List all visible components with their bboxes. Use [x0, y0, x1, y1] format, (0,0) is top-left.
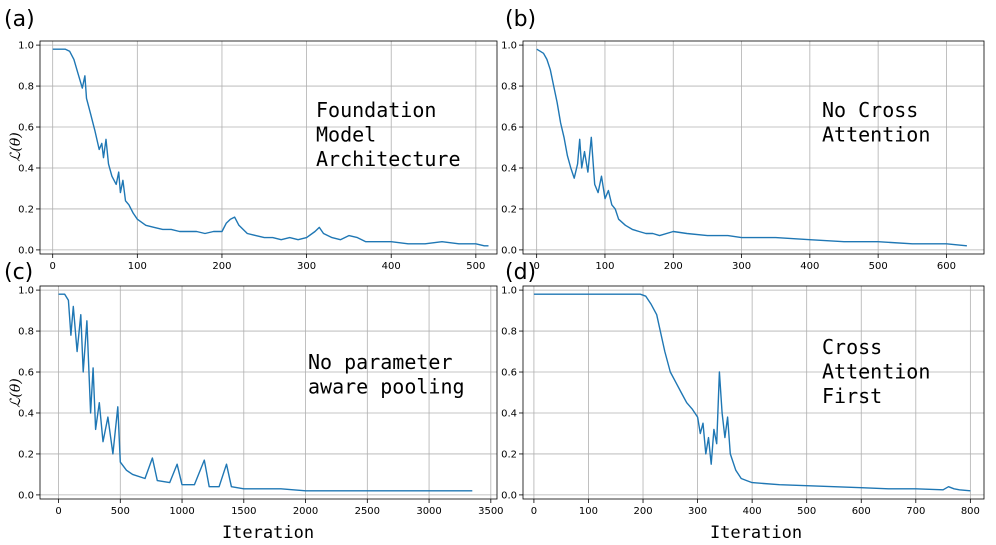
y-tick-label: 0.6 — [18, 123, 34, 134]
x-axis-label: Iteration — [710, 523, 802, 543]
chart-panel-4: 0 100 200 300 400 500 600 700 800 0.0 0.2 0.4 0.6 0.8… — [501, 260, 985, 543]
x-tick-label: 500 — [111, 506, 130, 517]
x-tick-label: 300 — [297, 261, 316, 272]
x-tick-label: 700 — [906, 506, 925, 517]
panel-label: (a) — [4, 7, 35, 32]
panel-annotation: Foundation Model Architecture — [316, 98, 461, 171]
annotation-line: Foundation — [316, 98, 436, 122]
y-tick-label: 0.8 — [18, 82, 34, 93]
x-tick-label: 2500 — [355, 506, 380, 517]
annotation-line: Architecture — [316, 147, 461, 171]
annotation-line: Model — [316, 123, 376, 147]
y-tick-label: 0.0 — [501, 490, 517, 501]
chart-panel-2: 0 100 200 300 400 500 600 0.0 0.2 0.4 0.6 0.8 1.0 (b)… — [501, 7, 985, 272]
y-tick-label: 0.8 — [501, 327, 517, 338]
x-tick-label: 0 — [50, 261, 56, 272]
x-tick-label: 1000 — [169, 506, 194, 517]
x-tick-label: 200 — [212, 261, 231, 272]
y-tick-label: 0.2 — [501, 449, 517, 460]
x-tick-label: 400 — [743, 506, 762, 517]
y-tick-label: 1.0 — [501, 286, 517, 297]
y-tick-label: 1.0 — [501, 41, 517, 52]
panel-label: (d) — [505, 260, 536, 285]
plot-frame — [39, 40, 498, 255]
y-tick-label: 0.2 — [18, 204, 34, 215]
loss-curve — [536, 48, 967, 247]
y-axis-label: ℒ(θ) — [8, 132, 24, 161]
x-tick-label: 100 — [595, 261, 614, 272]
annotation-line: Attention — [822, 123, 930, 147]
annotation-line: No Cross — [822, 98, 918, 122]
annotation-line: Attention — [822, 360, 930, 384]
loss-curve — [52, 48, 489, 247]
x-tick-label: 0 — [533, 261, 539, 272]
x-tick-label: 400 — [800, 261, 819, 272]
x-tick-label: 500 — [466, 261, 485, 272]
panel-annotation: Cross Attention First — [822, 335, 930, 408]
x-tick-label: 500 — [869, 261, 888, 272]
loss-curve — [58, 293, 473, 492]
x-tick-label: 600 — [937, 261, 956, 272]
x-tick-label: 300 — [732, 261, 751, 272]
plot-frame — [39, 285, 498, 500]
y-tick-label: 0.0 — [501, 245, 517, 256]
x-tick-label: 500 — [797, 506, 816, 517]
y-tick-label: 0.4 — [501, 163, 517, 174]
panel-label: (c) — [4, 260, 33, 285]
annotation-line: No parameter — [308, 350, 453, 374]
y-tick-label: 1.0 — [18, 286, 34, 297]
y-tick-label: 0.2 — [501, 204, 517, 215]
x-tick-label: 100 — [128, 261, 147, 272]
x-tick-label: 200 — [664, 261, 683, 272]
x-tick-label: 600 — [852, 506, 871, 517]
x-tick-label: 3500 — [478, 506, 503, 517]
x-tick-label: 3000 — [416, 506, 441, 517]
y-tick-label: 0.0 — [18, 490, 34, 501]
x-tick-label: 300 — [688, 506, 707, 517]
panel-annotation: No parameter aware pooling — [308, 350, 465, 399]
y-tick-label: 0.4 — [18, 163, 34, 174]
x-tick-label: 800 — [961, 506, 980, 517]
chart-panel-3: 0 500 1000 1500 2000 2500 3000 35000.00.20.40.6… — [4, 260, 504, 543]
plot-frame — [522, 285, 985, 500]
plot-frame — [522, 40, 985, 255]
x-tick-label: 200 — [633, 506, 652, 517]
x-tick-label: 2000 — [293, 506, 318, 517]
annotation-line: First — [822, 384, 882, 408]
x-axis-label: Iteration — [222, 523, 314, 543]
chart-panel-1: 0 100 200 300 400 500 0.0 0.2 0.4 0.6 0.8 1.0 (a) Fou… — [4, 7, 498, 272]
x-tick-label: 1500 — [231, 506, 256, 517]
x-tick-label: 0 — [531, 506, 537, 517]
x-tick-label: 400 — [382, 261, 401, 272]
annotation-line: aware pooling — [308, 375, 465, 399]
panel-label: (b) — [505, 7, 536, 32]
y-tick-label: 0.8 — [501, 82, 517, 93]
y-tick-label: 0.4 — [18, 408, 34, 419]
x-tick-label: 0 — [55, 506, 61, 517]
y-axis-label: ℒ(θ) — [8, 378, 24, 407]
annotation-line: Cross — [822, 335, 882, 359]
y-tick-label: 0.4 — [501, 408, 517, 419]
y-tick-label: 0.6 — [18, 368, 34, 379]
y-tick-label: 0.0 — [18, 245, 34, 256]
panel-annotation: No Cross Attention — [822, 98, 930, 147]
y-tick-label: 0.2 — [18, 449, 34, 460]
y-tick-label: 0.8 — [18, 327, 34, 338]
loss-curve — [533, 293, 971, 492]
y-tick-label: 0.6 — [501, 368, 517, 379]
x-tick-label: 100 — [579, 506, 598, 517]
y-tick-label: 1.0 — [18, 41, 34, 52]
y-tick-label: 0.6 — [501, 123, 517, 134]
